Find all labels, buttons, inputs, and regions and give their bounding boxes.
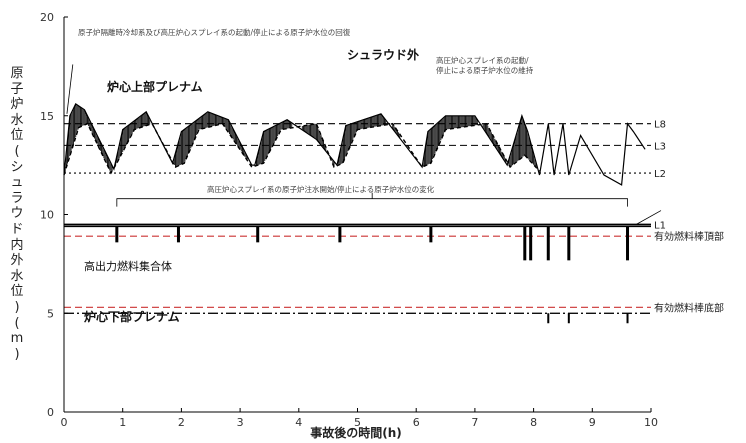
- annotation-hpcs-change: 高圧炉心スプレイ系の原子炉注水開始/停止による原子炉水位の変化: [207, 184, 435, 194]
- x-axis-label: 事故後の時間(h): [310, 425, 402, 440]
- annotations: 原子炉隔離時冷却系及び高圧炉心スプレイ系の起動/停止による原子炉水位の回復 シュ…: [78, 27, 534, 324]
- annotation-leader: [66, 64, 74, 114]
- x-tick-label: 6: [413, 416, 420, 429]
- spike-upper: [115, 226, 119, 243]
- spike-upper: [429, 226, 433, 243]
- spike-lower: [626, 313, 629, 324]
- y-tick-label: 20: [40, 11, 54, 24]
- x-tick-label: 5: [354, 416, 361, 429]
- series-lines: [63, 103, 651, 314]
- hatch-fills: [64, 103, 537, 174]
- y-axis-label: 原 子 炉 水 位 ( シ ュ ラ ウ ド 内 外 水 位 ) ( m ): [10, 66, 24, 362]
- y-tick-label: 15: [40, 110, 54, 123]
- annotation-shroud-outside: シュラウド外: [347, 47, 419, 62]
- level-label-4: 有効燃料棒頂部: [654, 230, 724, 243]
- annotation-high-power-fuel: 高出力燃料集合体: [84, 259, 172, 273]
- spike-upper: [626, 226, 630, 261]
- l1-leader: [636, 210, 662, 225]
- x-tick-label: 8: [530, 416, 537, 429]
- spike-upper: [567, 226, 571, 261]
- annotation-lower-plenum: 炉心下部プレナム: [84, 309, 180, 324]
- tick-labels: 0 1 2 3 4 5 6 7 8 9 10 0 5 10 15 20: [40, 11, 658, 429]
- spike-upper: [176, 226, 180, 243]
- annotation-upper-plenum: 炉心上部プレナム: [107, 79, 203, 94]
- x-tick-label: 0: [61, 416, 68, 429]
- x-tick-label: 7: [471, 416, 478, 429]
- annotation-hpcs-maintain-line: 停止による原子炉水位の維持: [436, 65, 534, 75]
- annotation-top-recovery: 原子炉隔離時冷却系及び高圧炉心スプレイ系の起動/停止による原子炉水位の回復: [78, 27, 351, 37]
- level-label-1: L3: [654, 141, 666, 152]
- level-label-0: L8: [654, 120, 666, 131]
- x-tick-label: 2: [178, 416, 185, 429]
- annotation-hpcs-maintain-line: 高圧炉心スプレイ系の起動/: [436, 55, 529, 65]
- x-tick-label: 9: [589, 416, 596, 429]
- reference-lines: [64, 123, 651, 314]
- spike-upper: [529, 226, 533, 261]
- x-tick-label: 3: [237, 416, 244, 429]
- spike-upper: [338, 226, 342, 243]
- spike-lower: [547, 313, 550, 324]
- axes: [63, 16, 662, 413]
- x-tick-label: 10: [644, 416, 658, 429]
- series-line-1: [63, 122, 541, 176]
- y-tick-label: 0: [47, 406, 54, 419]
- spikes: [115, 226, 630, 324]
- x-tick-label: 1: [119, 416, 126, 429]
- y-tick-label: 10: [40, 209, 54, 222]
- annotation-hpcs-maintain: 高圧炉心スプレイ系の起動/停止による原子炉水位の維持: [436, 55, 534, 75]
- series-line-0: [63, 103, 646, 186]
- spike-upper: [256, 226, 260, 243]
- spike-upper: [523, 226, 527, 261]
- spike-lower: [567, 313, 570, 324]
- level-label-5: 有効燃料棒底部: [654, 301, 724, 314]
- annotation-bracket: [116, 198, 628, 207]
- level-label-3: L1: [654, 220, 666, 231]
- level-label-2: L2: [654, 169, 666, 180]
- y-tick-label: 5: [47, 307, 54, 320]
- spike-upper: [546, 226, 550, 261]
- x-tick-label: 4: [295, 416, 302, 429]
